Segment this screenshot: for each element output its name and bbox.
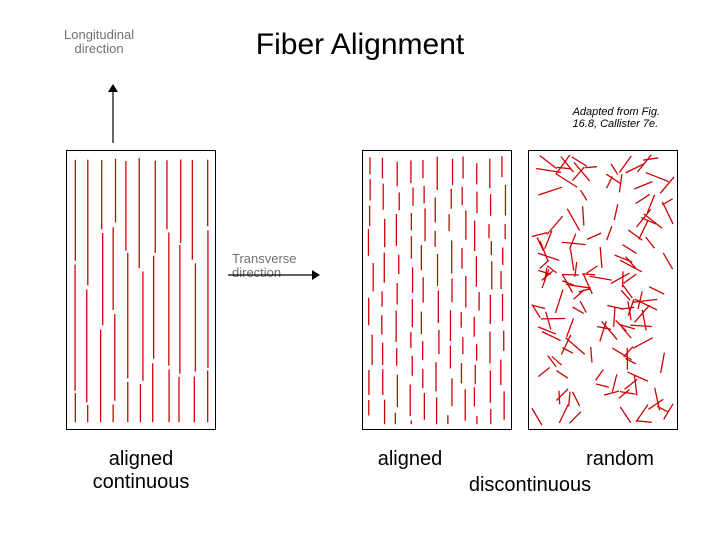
panel-aligned-continuous [66,150,216,430]
caption-random: random [560,448,680,471]
caption-aligned-continuous: aligned continuous [66,448,216,494]
caption-left-line2: continuous [66,471,216,494]
transverse-label: Transverse direction [232,252,297,281]
transverse-label-line2: direction [232,266,297,280]
caption-left-line1: aligned [66,448,216,471]
panel-random-discontinuous [528,150,678,430]
caption-mid-text: aligned [378,448,443,470]
fibers-aligned-continuous [67,151,215,429]
attribution: Adapted from Fig. 16.8, Callister 7e. [573,106,660,130]
panel-aligned-discontinuous [362,150,512,430]
caption-aligned: aligned [350,448,470,471]
longitudinal-label: Longitudinal direction [64,28,134,57]
title-text: Fiber Alignment [256,28,464,61]
page: Fiber Alignment Adapted from Fig. 16.8, … [0,0,720,540]
attribution-line2: 16.8, Callister 7e. [573,118,660,130]
caption-discontinuous: discontinuous [420,474,640,497]
fibers-random-discontinuous [529,151,677,429]
caption-right-text: random [586,448,654,470]
caption-bottom-text: discontinuous [469,474,591,496]
fibers-aligned-discontinuous [363,151,511,429]
longitudinal-label-line1: Longitudinal [64,28,134,42]
transverse-label-line1: Transverse [232,252,297,266]
longitudinal-label-line2: direction [64,42,134,56]
attribution-line1: Adapted from Fig. [573,106,660,118]
